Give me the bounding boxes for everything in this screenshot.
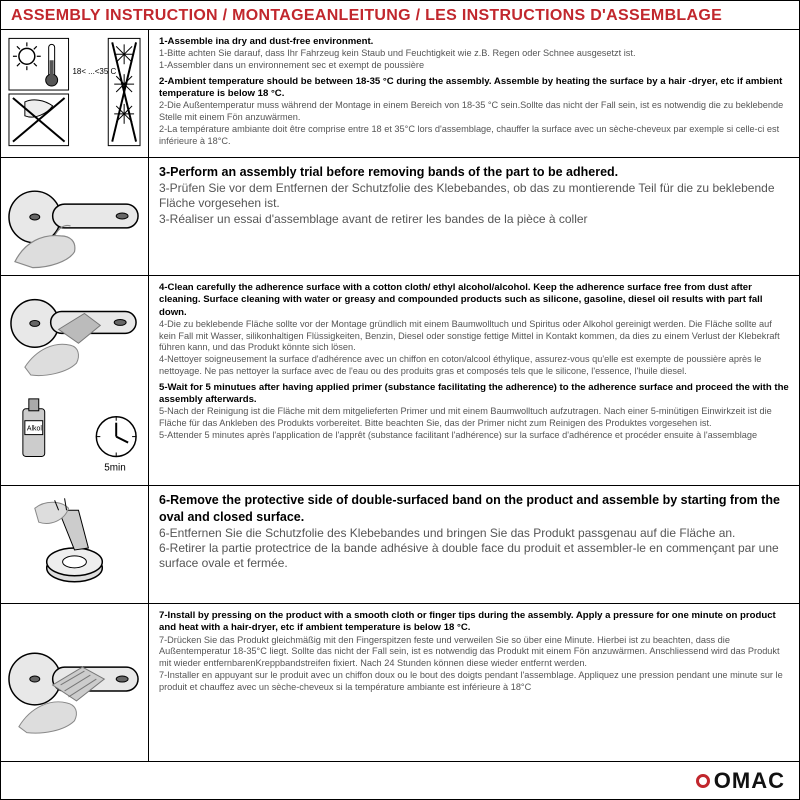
step-translation: 4-Nettoyer soigneusement la surface d'ad… (159, 354, 791, 378)
footer: OMAC (1, 761, 799, 799)
instruction-row: 18< ...<35 C 1-Assemble ina dry and dust… (1, 30, 799, 158)
instruction-text: 6-Remove the protective side of double-s… (149, 486, 799, 603)
step-translation: 7-Installer en appuyant sur le produit a… (159, 670, 791, 694)
step-en: 6-Remove the protective side of double-s… (159, 492, 791, 526)
step-translation: 6-Entfernen Sie die Schutzfolie des Kleb… (159, 526, 791, 541)
icon-press-install (1, 604, 149, 761)
step-translation: 5-Attender 5 minutes après l'application… (159, 430, 791, 442)
step-en: 1-Assemble ina dry and dust-free environ… (159, 36, 791, 48)
step-translation: 1-Bitte achten Sie darauf, dass Ihr Fahr… (159, 48, 791, 60)
logo-dot-icon (696, 774, 710, 788)
step-translation: 4-Die zu beklebende Fläche sollte vor de… (159, 319, 791, 354)
instruction-row: 3-Perform an assembly trial before remov… (1, 158, 799, 276)
step-en: 2-Ambient temperature should be between … (159, 76, 791, 101)
page-title: ASSEMBLY INSTRUCTION / MONTAGEANLEITUNG … (1, 1, 799, 30)
brand-logo: OMAC (696, 768, 785, 794)
instruction-text: 1-Assemble ina dry and dust-free environ… (149, 30, 799, 157)
wait-label: 5min (104, 462, 125, 473)
step-translation: 7-Drücken Sie das Produkt gleichmäßig mi… (159, 635, 791, 670)
step-translation: 5-Nach der Reinigung ist die Fläche mit … (159, 406, 791, 430)
brand-name: OMAC (714, 768, 785, 794)
instruction-rows: 18< ...<35 C 1-Assemble ina dry and dust… (1, 30, 799, 761)
icon-temp-environment: 18< ...<35 C (1, 30, 149, 157)
step-en: 5-Wait for 5 minutues after having appli… (159, 382, 791, 407)
alcohol-label: Alkol (27, 425, 42, 432)
instruction-row: 7-Install by pressing on the product wit… (1, 604, 799, 761)
instruction-row: Alkol 5min 4-Clean carefully the adheren… (1, 276, 799, 486)
instruction-text: 7-Install by pressing on the product wit… (149, 604, 799, 761)
step-translation: 1-Assembler dans un environnement sec et… (159, 60, 791, 72)
instruction-text: 4-Clean carefully the adherence surface … (149, 276, 799, 485)
step-en: 4-Clean carefully the adherence surface … (159, 282, 791, 319)
step-translation: 3-Prüfen Sie vor dem Entfernen der Schut… (159, 181, 791, 212)
step-translation: 2-La température ambiante doit être comp… (159, 124, 791, 148)
icon-trial-fit (1, 158, 149, 275)
instruction-text: 3-Perform an assembly trial before remov… (149, 158, 799, 275)
step-en: 3-Perform an assembly trial before remov… (159, 164, 791, 181)
step-en: 7-Install by pressing on the product wit… (159, 610, 791, 635)
step-translation: 6-Retirer la partie protectrice de la ba… (159, 541, 791, 572)
instruction-sheet: ASSEMBLY INSTRUCTION / MONTAGEANLEITUNG … (0, 0, 800, 800)
icon-clean-wait: Alkol 5min (1, 276, 149, 485)
step-translation: 2-Die Außentemperatur muss während der M… (159, 100, 791, 124)
temp-range-label: 18< ...<35 C (73, 67, 117, 76)
step-translation: 3-Réaliser un essai d'assemblage avant d… (159, 212, 791, 227)
icon-remove-tape (1, 486, 149, 603)
instruction-row: 6-Remove the protective side of double-s… (1, 486, 799, 604)
